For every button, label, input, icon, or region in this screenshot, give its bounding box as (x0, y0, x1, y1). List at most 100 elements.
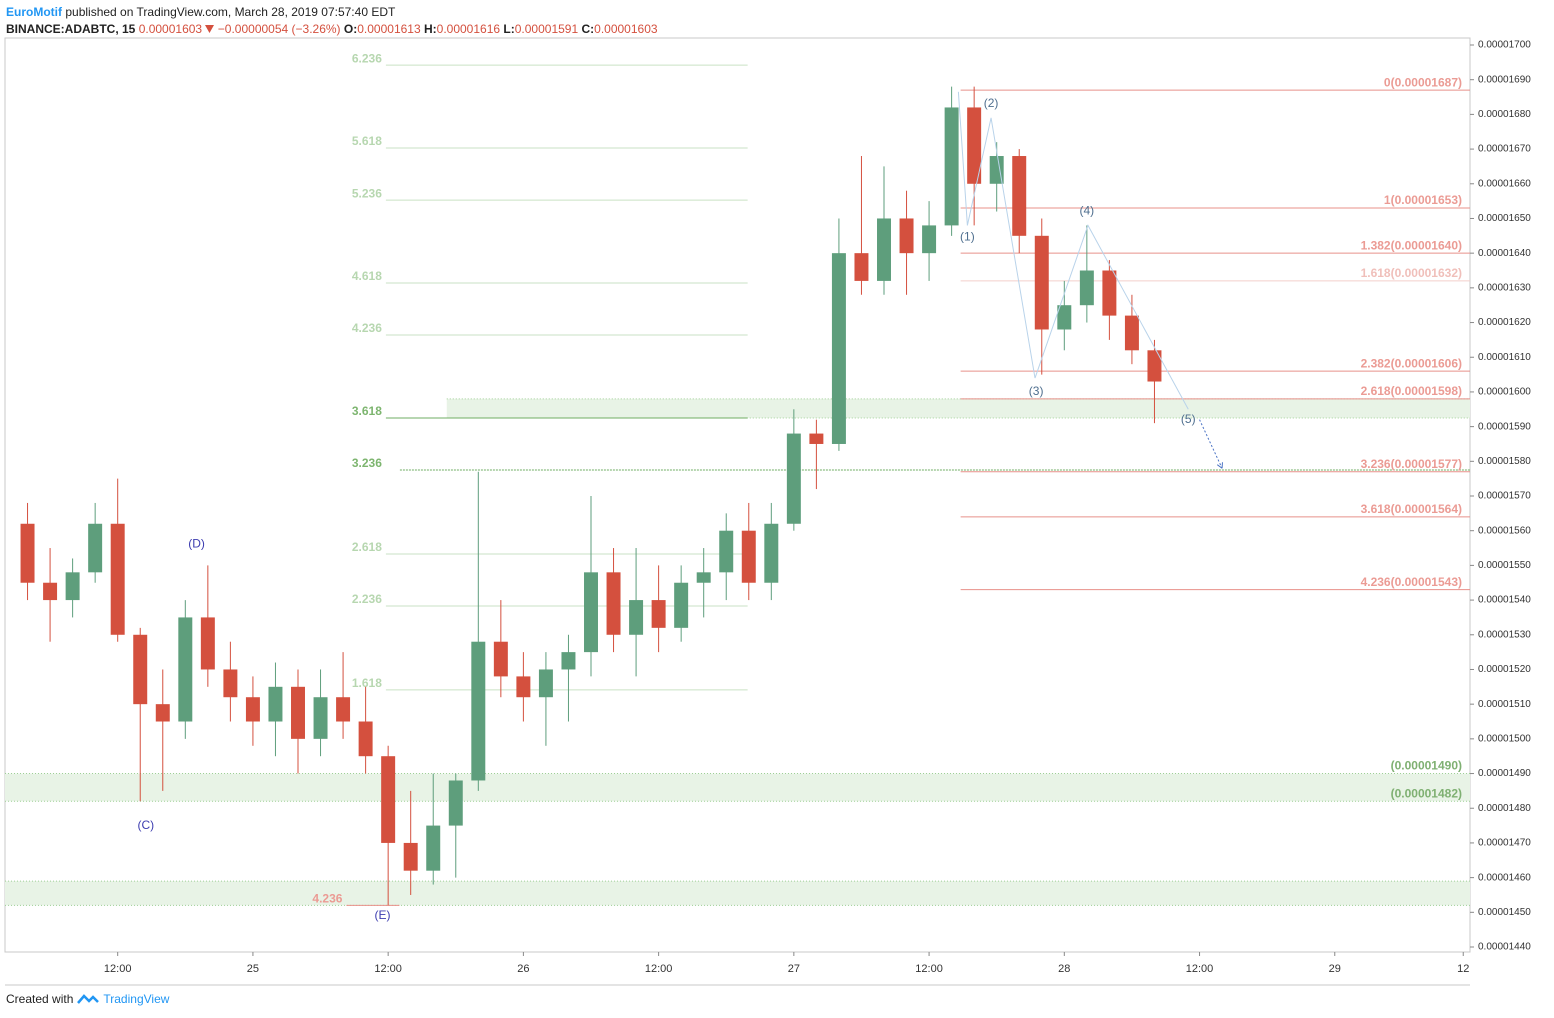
wave-arrow (1199, 419, 1223, 469)
fib-label: 3.236(0.00001577) (1361, 457, 1462, 471)
tradingview-link[interactable]: TradingView (103, 992, 170, 1006)
y-tick-label: 0.00001500 (1478, 733, 1531, 744)
candle-body (88, 523, 103, 573)
fib-label: 3.618 (352, 404, 382, 418)
wave-label: (2) (984, 96, 999, 110)
o-label: O: (343, 22, 358, 36)
candle-body (20, 523, 35, 583)
tv-logo (77, 994, 100, 1004)
candle-body (1034, 235, 1049, 330)
header-line-1: EuroMotif published on TradingView.com, … (6, 4, 658, 21)
candle-body (178, 617, 193, 722)
y-tick-label: 0.00001450 (1478, 907, 1531, 918)
candle-body (831, 253, 846, 444)
fib-label: 1.618 (352, 676, 382, 690)
fib-label: 4.236 (312, 892, 342, 906)
y-tick-label: 0.00001540 (1478, 595, 1531, 606)
candle-body (65, 572, 80, 601)
candle-body (696, 572, 711, 583)
candle-body (471, 641, 486, 781)
candle-body (854, 253, 869, 281)
last: 0.00001603 (138, 22, 203, 36)
x-tick-label: 12:00 (374, 963, 402, 975)
fib-label: 1.618(0.00001632) (1361, 266, 1462, 280)
fib-label: 3.236 (352, 456, 382, 470)
fib-label: 3.618(0.00001564) (1361, 502, 1462, 516)
author[interactable]: EuroMotif (6, 5, 62, 19)
down-arrow (205, 25, 215, 33)
candle-body (786, 433, 801, 524)
y-tick-label: 0.00001440 (1478, 942, 1531, 953)
candle-body (1057, 305, 1072, 330)
candle-body (268, 686, 283, 722)
candle-body (538, 669, 553, 698)
fib-label: 2.618 (352, 540, 382, 554)
fib-label: 1.382(0.00001640) (1361, 238, 1462, 252)
header: EuroMotif published on TradingView.com, … (6, 4, 658, 38)
candle-body (629, 600, 644, 635)
change: −0.00000054 (−3.26%) (217, 22, 341, 36)
wave-line (957, 91, 1189, 410)
candle-body (381, 756, 396, 843)
x-tick-label: 12:00 (1186, 963, 1214, 975)
wave-label: (3) (1029, 384, 1044, 398)
y-tick-label: 0.00001460 (1478, 872, 1531, 883)
y-tick-label: 0.00001570 (1478, 491, 1531, 502)
y-tick-label: 0.00001690 (1478, 74, 1531, 85)
candle-body (403, 842, 418, 871)
candle-body (922, 225, 937, 254)
y-tick-label: 0.00001470 (1478, 838, 1531, 849)
y-tick-label: 0.00001680 (1478, 109, 1531, 120)
fib-label: 4.236 (352, 321, 382, 335)
fib-label: 1(0.00001653) (1384, 193, 1462, 207)
wave-label: (D) (188, 537, 205, 551)
header-line-2: BINANCE:ADABTC, 15 0.00001603 −0.0000005… (6, 21, 658, 38)
candle-body (291, 686, 305, 739)
arrow-head (1216, 462, 1223, 469)
x-tick-label: 12:00 (104, 963, 132, 975)
y-tick-label: 0.00001700 (1478, 40, 1531, 51)
candle-body (561, 652, 576, 670)
candle-body (358, 721, 373, 757)
y-tick-label: 0.00001630 (1478, 282, 1531, 293)
candle-body (1147, 350, 1162, 382)
x-tick-label: 25 (247, 963, 259, 975)
candle-body (1079, 270, 1094, 306)
wave-label: (E) (375, 908, 391, 922)
y-tick-label: 0.00001600 (1478, 387, 1531, 398)
wave-label: (4) (1080, 204, 1095, 218)
candle-body (1102, 270, 1117, 316)
fib-label: 5.618 (352, 134, 382, 148)
zone (446, 398, 1470, 418)
y-tick-label: 0.00001580 (1478, 456, 1531, 467)
fib-label: 6.236 (352, 51, 382, 65)
wave-label: (1) (960, 229, 975, 243)
y-tick-label: 0.00001510 (1478, 699, 1531, 710)
y-tick-label: 0.00001480 (1478, 803, 1531, 814)
candle-body (110, 523, 125, 635)
y-tick-label: 0.00001530 (1478, 629, 1531, 640)
candle-body (448, 780, 463, 826)
y-tick-label: 0.00001520 (1478, 664, 1531, 675)
candle-body (426, 825, 441, 871)
candle-body (651, 600, 666, 628)
candle-body (493, 641, 508, 677)
high: 0.00001616 (436, 22, 501, 36)
candle-body (155, 704, 170, 722)
y-tick-label: 0.00001620 (1478, 317, 1531, 328)
candle-body (606, 572, 621, 635)
zone-price-label: (0.00001482) (1391, 786, 1462, 800)
candle-body (741, 530, 756, 583)
zone-price-label: (0.00001490) (1391, 759, 1462, 773)
close: 0.00001603 (594, 22, 658, 36)
l-label: L: (503, 22, 515, 36)
symbol: BINANCE:ADABTC, 15 (6, 22, 136, 36)
fib-label: 5.236 (352, 186, 382, 200)
x-tick-label: 27 (788, 963, 800, 975)
y-tick-label: 0.00001610 (1478, 352, 1531, 363)
candle-body (877, 218, 891, 281)
wave-label: (5) (1181, 412, 1196, 426)
h-label: H: (423, 22, 437, 36)
y-tick-label: 0.00001640 (1478, 248, 1531, 259)
